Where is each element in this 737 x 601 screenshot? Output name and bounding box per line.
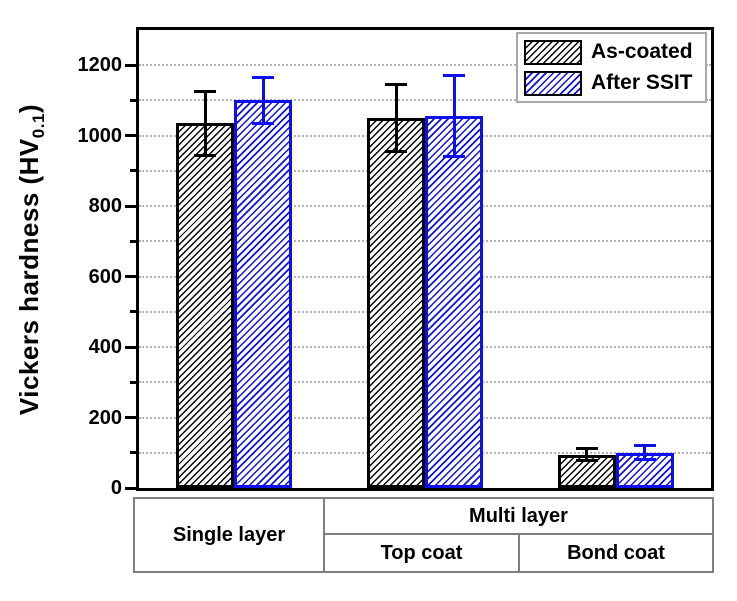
- error-bar-cap-top-as-coated-2: [575, 446, 598, 450]
- gridline-1100: [139, 99, 711, 102]
- y-tick-0: [125, 486, 136, 490]
- bar-after-ssit-1: [425, 116, 483, 488]
- legend-item-after-ssit: After SSIT: [524, 69, 699, 97]
- y-tick-1100: [130, 98, 136, 102]
- error-bar-line-after-ssit-0: [261, 77, 265, 124]
- error-bar-layer: [139, 30, 711, 488]
- category-cell-top-coat: Top coat: [325, 535, 520, 571]
- category-cell-multi-layer: Multi layer: [325, 499, 712, 535]
- y-axis-title-wrap: Vickers hardness (HV0.1): [0, 27, 64, 491]
- y-axis-title-subscript: 0.1: [29, 112, 49, 138]
- category-cell-bond-coat: Bond coat: [567, 541, 665, 564]
- plot-area: [136, 27, 714, 491]
- y-tick-100: [130, 451, 136, 455]
- error-bar-cap-bottom-as-coated-2: [575, 459, 598, 463]
- y-axis-title-close: ): [14, 103, 45, 113]
- bar-layer: [139, 30, 711, 488]
- error-bar-line-as-coated-0: [203, 91, 207, 156]
- y-tick-500: [130, 310, 136, 314]
- y-tick-label-0: 0: [110, 477, 122, 499]
- error-bar-line-as-coated-1: [394, 84, 398, 152]
- error-bar-cap-bottom-as-coated-1: [385, 150, 407, 154]
- error-bar-cap-bottom-as-coated-0: [194, 153, 217, 157]
- legend-swatch-after-ssit: [524, 70, 582, 96]
- legend: As-coated After SSIT: [516, 32, 707, 103]
- error-bar-line-after-ssit-1: [452, 75, 456, 157]
- error-bar-cap-top-after-ssit-2: [633, 444, 656, 448]
- y-tick-label-600: 600: [88, 265, 122, 288]
- category-cell-single-layer: Single layer: [135, 499, 325, 571]
- error-bar-cap-bottom-after-ssit-0: [252, 121, 275, 125]
- y-tick-label-400: 400: [88, 336, 122, 359]
- y-axis-title: Vickers hardness (HV0.1): [15, 103, 50, 414]
- y-tick-label-1200: 1200: [77, 54, 123, 77]
- legend-label-after-ssit: After SSIT: [591, 71, 693, 94]
- y-axis-title-text: Vickers hardness (HV: [14, 137, 45, 415]
- error-bar-cap-bottom-after-ssit-2: [633, 458, 656, 462]
- error-bar-cap-top-as-coated-0: [194, 90, 217, 94]
- y-tick-400: [125, 345, 136, 349]
- bar-as-coated-0: [176, 123, 235, 488]
- y-tick-800: [125, 204, 136, 208]
- y-tick-900: [130, 169, 136, 173]
- legend-item-as-coated: As-coated: [524, 38, 699, 66]
- error-bar-cap-top-after-ssit-0: [252, 76, 275, 80]
- y-tick-1200: [125, 63, 136, 67]
- bar-after-ssit-0: [234, 100, 293, 488]
- y-tick-1000: [125, 134, 136, 138]
- y-tick-label-200: 200: [88, 406, 122, 429]
- error-bar-cap-top-after-ssit-1: [443, 74, 465, 78]
- gridline-1200: [139, 64, 711, 67]
- y-tick-600: [125, 275, 136, 279]
- y-tick-300: [130, 380, 136, 384]
- y-tick-200: [125, 416, 136, 420]
- y-tick-700: [130, 239, 136, 243]
- x-axis-category-table: Single layer Multi layer Top coat Bond c…: [133, 497, 714, 573]
- error-bar-cap-top-as-coated-1: [385, 83, 407, 87]
- legend-swatch-as-coated: [524, 39, 582, 65]
- legend-label-as-coated: As-coated: [591, 40, 693, 63]
- error-bar-line-after-ssit-2: [643, 445, 647, 460]
- error-bar-line-as-coated-2: [585, 448, 589, 461]
- error-bar-cap-bottom-after-ssit-1: [443, 155, 465, 159]
- y-tick-label-1000: 1000: [77, 124, 123, 147]
- y-tick-label-800: 800: [88, 195, 122, 218]
